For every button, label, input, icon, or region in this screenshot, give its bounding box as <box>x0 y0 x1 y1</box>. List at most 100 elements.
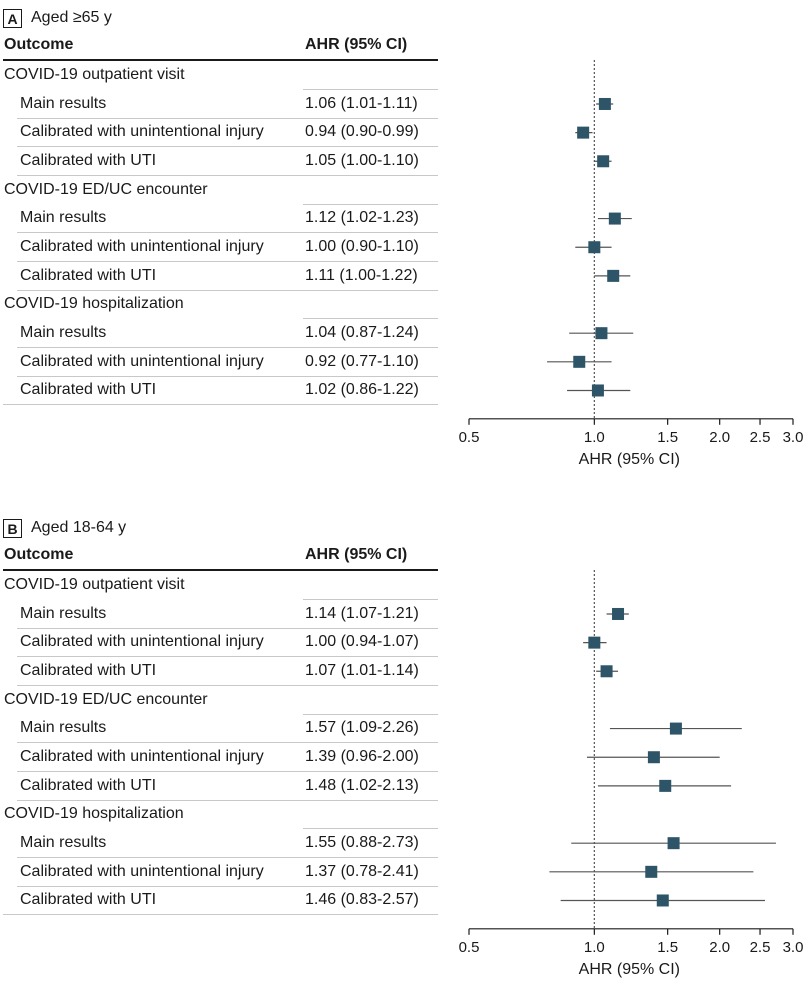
row-divider <box>17 770 438 772</box>
estimate-marker <box>659 779 672 792</box>
x-tick-label: 2.0 <box>709 939 730 956</box>
panel-title: Aged ≥65 y <box>31 9 112 26</box>
row-divider <box>303 89 438 90</box>
group-row: COVID-19 hospitalization <box>3 290 438 320</box>
panel-header: A Aged ≥65 y <box>3 7 112 29</box>
x-tick-label: 1.5 <box>657 429 678 446</box>
header-rule <box>3 569 438 571</box>
row-divider <box>17 260 438 262</box>
ahr-column-header: AHR (95% CI) <box>305 36 408 53</box>
row-divider <box>17 856 438 858</box>
row-label: Calibrated with UTI <box>20 891 157 909</box>
estimate-marker <box>573 355 586 368</box>
row-divider <box>17 799 438 801</box>
panel-aged-18-64: B Aged 18-64 y Outcome AHR (95% CI) COVI… <box>0 510 810 984</box>
row-divider <box>303 828 438 830</box>
row-label: Calibrated with unintentional injury <box>20 352 264 370</box>
group-label: COVID-19 hospitalization <box>4 295 184 313</box>
row-divider <box>17 885 438 887</box>
group-label: COVID-19 outpatient visit <box>4 66 185 83</box>
row-label: Calibrated with UTI <box>20 151 157 169</box>
ahr-value: 1.37 (0.78-2.41) <box>305 862 419 880</box>
row-label: Main results <box>20 323 107 341</box>
x-axis-title: AHR (95% CI) <box>579 961 680 978</box>
x-tick-label: 0.5 <box>459 939 480 956</box>
group-label: COVID-19 ED/UC encounter <box>4 180 208 198</box>
row-label: Calibrated with unintentional injury <box>20 747 264 765</box>
row-divider <box>303 203 438 205</box>
group-label: COVID-19 ED/UC encounter <box>4 690 208 708</box>
x-tick-label: 3.0 <box>783 429 804 446</box>
row-divider <box>17 289 438 291</box>
row-label: Main results <box>20 604 107 622</box>
estimate-marker <box>656 894 669 907</box>
table-row: Calibrated with unintentional injury 1.39… <box>3 743 438 772</box>
group-row: COVID-19 hospitalization <box>3 800 438 830</box>
row-label: Calibrated with UTI <box>20 381 157 399</box>
panel-header: B Aged 18-64 y <box>3 517 126 539</box>
x-tick-label: 0.5 <box>459 429 480 446</box>
table-row: Calibrated with UTI 1.46 (0.83-2.57) <box>3 886 438 916</box>
estimate-marker <box>608 212 621 225</box>
ahr-value: 1.46 (0.83-2.57) <box>305 891 419 909</box>
row-divider <box>17 174 438 176</box>
row-divider <box>17 117 438 119</box>
x-tick-label: 1.0 <box>584 939 605 956</box>
ahr-value: 1.06 (1.01-1.11) <box>305 94 418 112</box>
row-label: Calibrated with unintentional injury <box>20 237 264 255</box>
row-label: Main results <box>20 94 107 112</box>
row-divider <box>3 404 438 406</box>
row-divider <box>303 318 438 320</box>
panel-letter: A <box>3 8 22 28</box>
row-divider <box>303 599 438 600</box>
x-tick-label: 2.5 <box>750 429 771 446</box>
table-row: Calibrated with UTI 1.05 (1.00-1.10) <box>3 147 438 176</box>
row-label: Main results <box>20 833 107 851</box>
estimate-marker <box>591 384 604 397</box>
group-row: COVID-19 outpatient visit <box>3 571 438 600</box>
estimate-marker <box>577 126 590 139</box>
table-row: Calibrated with UTI 1.11 (1.00-1.22) <box>3 262 438 291</box>
table-row: Main results 1.06 (1.01-1.11) <box>3 90 438 119</box>
estimate-marker <box>597 155 610 168</box>
x-tick-label: 1.5 <box>657 939 678 956</box>
row-divider <box>17 742 438 744</box>
ahr-value: 1.12 (1.02-1.23) <box>305 209 419 227</box>
estimate-marker <box>647 751 660 764</box>
estimate-marker <box>667 837 680 850</box>
row-label: Calibrated with UTI <box>20 776 157 794</box>
row-divider <box>17 346 438 348</box>
estimate-marker <box>612 607 625 620</box>
row-divider <box>17 146 438 148</box>
row-divider <box>17 656 438 658</box>
estimate-marker <box>607 269 620 282</box>
estimate-marker <box>598 97 611 110</box>
table-row: Calibrated with unintentional injury 1.00… <box>3 628 438 658</box>
row-divider <box>17 627 438 629</box>
row-label: Calibrated with UTI <box>20 661 157 679</box>
estimate-marker <box>588 241 601 254</box>
x-tick-label: 3.0 <box>783 939 804 956</box>
outcome-column-header: Outcome <box>4 36 74 53</box>
row-label: Main results <box>20 209 107 227</box>
x-tick-label: 2.5 <box>750 939 771 956</box>
group-row: COVID-19 ED/UC encounter <box>3 686 438 715</box>
estimate-marker <box>595 327 608 340</box>
forest-plot: 0.5 1.0 1.5 2.0 2.5 3.0 AHR (95% CI) <box>459 60 804 468</box>
row-divider <box>17 375 438 377</box>
table-row: Calibrated with unintentional injury 0.92… <box>3 348 438 377</box>
ahr-value: 1.02 (0.86-1.22) <box>305 381 419 399</box>
table-row: Calibrated with unintentional injury 1.00… <box>3 233 438 262</box>
outcome-column-header: Outcome <box>4 546 74 563</box>
ahr-value: 1.39 (0.96-2.00) <box>305 747 419 765</box>
row-divider <box>303 713 438 715</box>
ahr-value: 1.11 (1.00-1.22) <box>305 266 418 284</box>
row-label: Calibrated with unintentional injury <box>20 123 264 141</box>
group-label: COVID-19 outpatient visit <box>4 576 185 593</box>
table-row: Main results 1.04 (0.87-1.24) <box>3 319 438 348</box>
ahr-value: 0.92 (0.77-1.10) <box>305 352 419 370</box>
row-divider <box>17 232 438 234</box>
table-row: Calibrated with UTI 1.07 (1.01-1.14) <box>3 657 438 686</box>
x-tick-label: 2.0 <box>709 429 730 446</box>
ahr-column-header: AHR (95% CI) <box>305 546 408 563</box>
